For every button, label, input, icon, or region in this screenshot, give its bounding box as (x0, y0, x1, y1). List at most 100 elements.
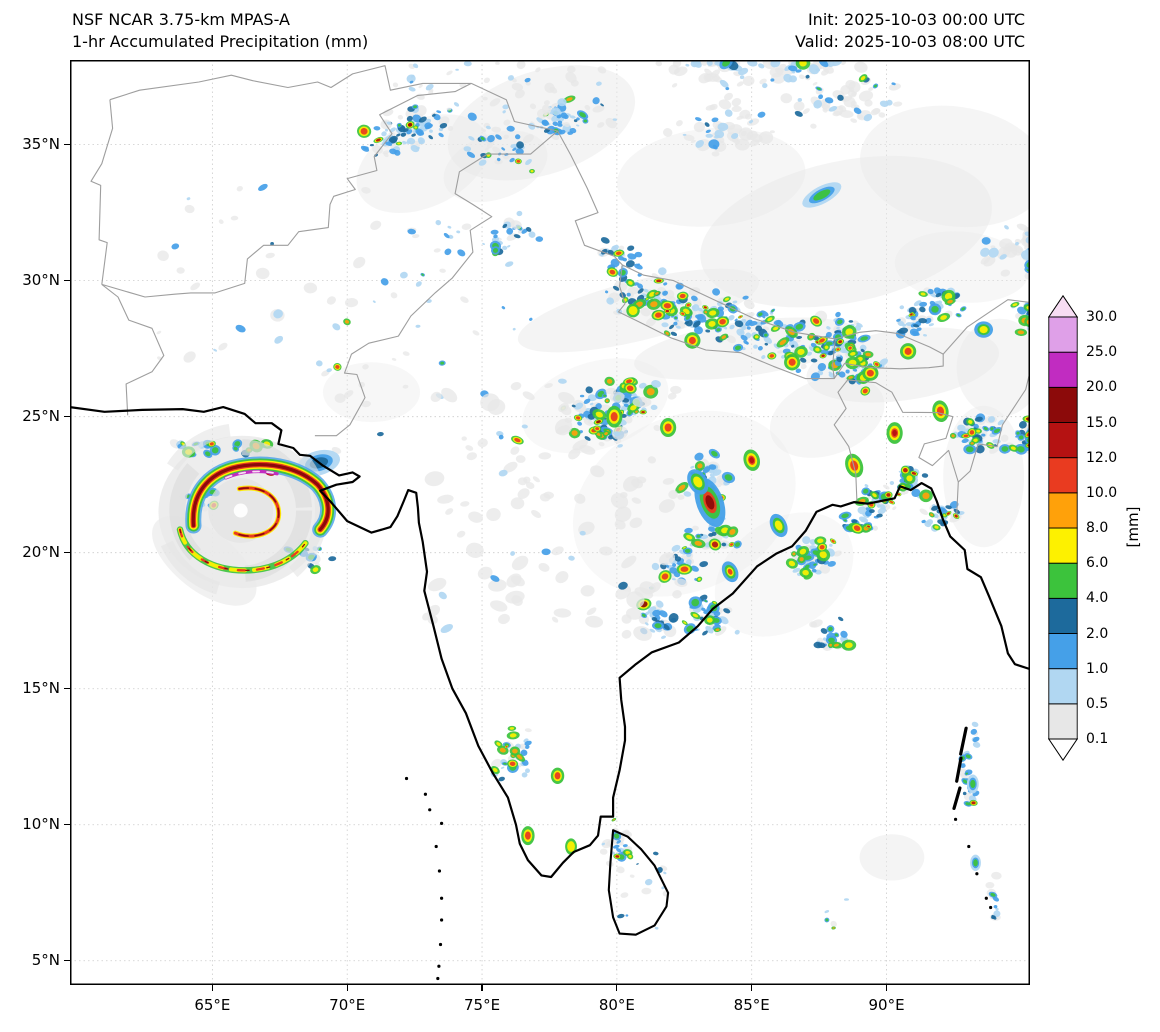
precip-cell (498, 613, 510, 625)
precip-cell (589, 402, 594, 406)
precip-cell (218, 342, 228, 351)
precip-cell (611, 244, 619, 251)
precip-cell (837, 94, 844, 101)
precip-cell (609, 391, 625, 403)
precip-cell (507, 75, 514, 81)
y-tick-mark (64, 552, 70, 554)
precip-cell (764, 342, 769, 346)
precip-cell (521, 228, 528, 234)
precip-cell (446, 107, 452, 111)
precip-cell (635, 410, 638, 413)
colorbar-tick-label: 25.0 (1086, 344, 1118, 361)
precip-cell (389, 148, 397, 155)
precip-cell (924, 317, 932, 324)
precip-cell (634, 251, 643, 258)
precip-cell (525, 745, 530, 749)
precip-cell (676, 284, 682, 290)
precip-cell (461, 223, 472, 230)
precip-cell (446, 70, 453, 76)
x-tick-mark (751, 985, 753, 991)
precip-cell (812, 82, 818, 86)
precip-cell (571, 404, 576, 408)
precip-cell (506, 573, 522, 588)
plot-title-block: NSF NCAR 3.75-km MPAS-A 1-hr Accumulated… (72, 9, 368, 52)
precip-cell (618, 245, 625, 251)
precip-cell (1017, 330, 1025, 335)
precip-cell (584, 104, 591, 111)
precip-cell (857, 506, 868, 515)
precip-cell (651, 617, 658, 622)
precip-cell (616, 847, 622, 853)
precip-cell (794, 110, 803, 117)
precip-cell (767, 317, 773, 322)
precip-cell (638, 382, 647, 389)
precip-cell (467, 112, 477, 121)
precip-cell (697, 313, 707, 323)
precip-cell (502, 110, 506, 114)
strong-precip-cell (524, 831, 531, 840)
precip-cell (961, 438, 969, 444)
precip-cell (721, 527, 729, 534)
init-time: Init: 2025-10-03 00:00 UTC (807, 10, 1025, 29)
strong-precip-cell (973, 859, 978, 867)
precip-cell (815, 347, 820, 352)
precip-cell (579, 112, 586, 118)
x-tick-label: 90°E (868, 996, 905, 1014)
precip-cell (612, 818, 616, 821)
precip-cell (457, 249, 466, 257)
precip-cell (681, 312, 685, 315)
precip-cell (995, 907, 999, 911)
precip-cell (808, 64, 820, 75)
precip-cell (731, 98, 742, 107)
precip-cell (554, 418, 573, 436)
precip-cell (186, 197, 191, 201)
precip-cell (810, 358, 818, 363)
precip-cell (954, 514, 958, 518)
precip-cell (627, 245, 635, 251)
precip-cell (844, 898, 849, 901)
precip-cell (674, 556, 682, 562)
precip-cell (316, 360, 323, 367)
precip-cell (791, 344, 795, 348)
precip-cell (646, 388, 655, 396)
x-tick-label: 70°E (329, 996, 366, 1014)
precip-cell (230, 215, 239, 221)
precip-cell (375, 138, 381, 142)
precip-cell (274, 335, 284, 344)
colorbar-band (1048, 562, 1078, 599)
precip-cell (799, 557, 804, 562)
precip-cell (584, 436, 591, 441)
precip-cell (465, 445, 474, 451)
precip-cell (928, 323, 935, 327)
precip-cell (553, 608, 572, 618)
precip-cell (620, 892, 629, 898)
precip-cell (656, 279, 662, 283)
precip-cell (525, 482, 535, 489)
precip-cell (592, 97, 600, 105)
precip-cell (381, 131, 387, 137)
precip-cell (1012, 303, 1018, 307)
precip-cell (396, 133, 401, 137)
precip-cell (739, 75, 745, 80)
country-border (978, 371, 1031, 448)
precip-cell (444, 248, 452, 256)
precip-cell (692, 613, 699, 618)
precip-cell (654, 623, 662, 629)
precip-cell (326, 296, 336, 305)
precip-cell (721, 335, 727, 339)
precip-cell (468, 511, 484, 523)
precip-cell (763, 336, 773, 344)
precip-cell (867, 495, 872, 500)
x-tick-mark (616, 985, 618, 991)
precip-cell (662, 290, 668, 296)
precip-cell (705, 129, 711, 134)
precip-cell (800, 357, 807, 363)
precip-cell (831, 539, 835, 543)
precip-cell (628, 854, 632, 858)
precip-cell (970, 728, 978, 735)
precip-cell (891, 82, 896, 86)
precip-cell (460, 296, 469, 304)
precip-cell (838, 616, 844, 622)
precip-cell (343, 390, 354, 398)
precip-cell (669, 324, 675, 330)
